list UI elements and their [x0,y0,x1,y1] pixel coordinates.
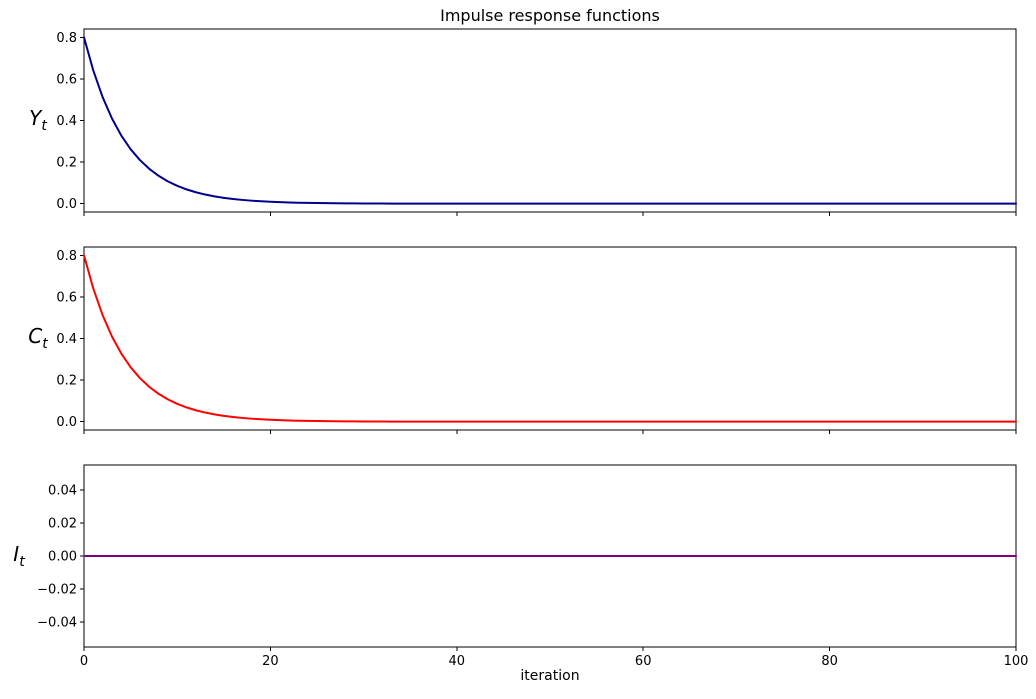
x-tick-label: 80 [821,654,838,669]
axes-frame-C_t [83,246,1017,431]
ylabel-Ct-subscript: t [42,336,48,352]
x-tick-label: 40 [449,654,466,669]
ylabel-Ct-base: C [28,324,43,348]
y-tick-label: 0.6 [56,72,77,87]
x-tick-label: 20 [262,654,279,669]
series-line-C_t [83,254,1017,423]
y-axis-ticks-Y_t: 0.0 0.2 0.4 0.6 0.8 [56,31,84,212]
ylabel-It-base: I [13,542,20,566]
y-tick-label: 0.0 [56,197,77,212]
y-axis-ticks-C_t: 0.0 0.2 0.4 0.6 0.8 [56,249,84,430]
y-tick-label: 0.8 [56,249,77,264]
x-tick-label: 0 [80,654,88,669]
chart-title: Impulse response functions [440,6,660,25]
x-axis-label: iteration [520,668,580,684]
y-tick-label: 0.00 [48,550,77,565]
y-tick-label: 0.2 [56,374,77,389]
series-line-Y_t [83,36,1017,205]
y-tick-label: 0.4 [56,114,77,129]
x-tick-label: 60 [635,654,652,669]
y-tick-label: 0.2 [56,156,77,171]
y-tick-label: 0.04 [48,483,77,498]
y-axis-ticks-I_t: 0.04 0.02 0.00 −0.02 −0.04 [37,483,84,631]
x-axis-ticks-C_t [83,430,1017,434]
y-tick-label: −0.02 [37,583,77,598]
y-tick-label: −0.04 [37,616,77,631]
ylabel-Yt-base: Y [29,106,42,130]
x-axis-ticks-I_t: 0 20 40 60 80 100 [80,647,1029,669]
y-tick-label: 0.4 [56,332,77,347]
ylabel-It: It [13,542,24,570]
y-tick-label: 0.6 [56,290,77,305]
y-tick-label: 0.8 [56,31,77,46]
subplot-Y_t: 0.0 0.2 0.4 0.6 0.8 [56,28,1017,216]
x-axis-ticks-Y_t [83,212,1017,216]
subplot-I_t: 0.04 0.02 0.00 −0.02 −0.04 0 20 40 60 80 100 [37,464,1029,669]
y-tick-label: 0.02 [48,516,77,531]
ylabel-Yt: Yt [29,106,47,134]
ylabel-Ct: Ct [28,324,47,352]
y-tick-label: 0.0 [56,415,77,430]
subplot-C_t: 0.0 0.2 0.4 0.6 0.8 [56,246,1017,434]
ylabel-Yt-subscript: t [41,118,47,134]
x-tick-label: 100 [1004,654,1029,669]
axes-frame-Y_t [83,28,1017,213]
ylabel-It-subscript: t [19,554,25,570]
